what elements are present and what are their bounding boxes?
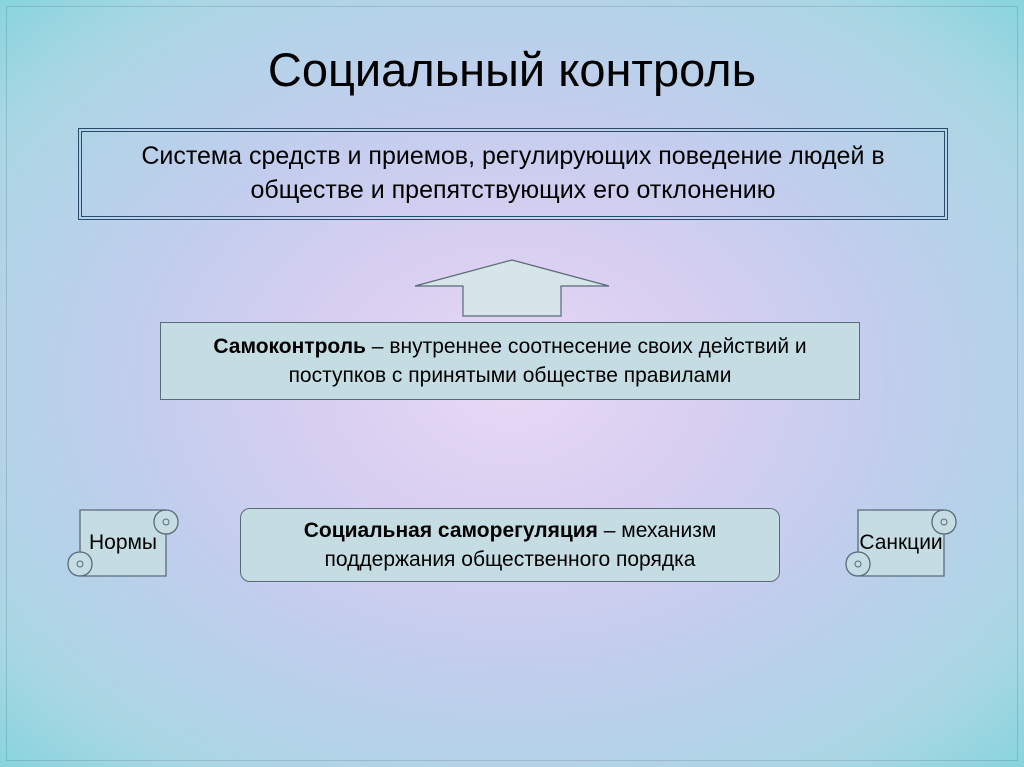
selfcontrol-term: Самоконтроль [213,335,366,358]
selfregulation-text: Социальная саморегуляция – механизм подд… [261,516,759,575]
sanctions-label: Санкции [844,500,958,586]
sanctions-scroll: Санкции [844,500,958,586]
selfregulation-box: Социальная саморегуляция – механизм подд… [240,508,780,582]
norms-scroll: Нормы [66,500,180,586]
definition-box: Система средств и приемов, регулирующих … [78,128,948,220]
slide-content: Социальный контроль Система средств и пр… [0,0,1024,767]
up-arrow-icon [413,258,611,318]
norms-label: Нормы [66,500,180,586]
selfcontrol-box: Самоконтроль – внутреннее соотнесение св… [160,322,860,400]
selfcontrol-text: Самоконтроль – внутреннее соотнесение св… [185,332,835,391]
slide-title: Социальный контроль [0,42,1024,97]
definition-text: Система средств и приемов, регулирующих … [100,140,926,208]
selfcontrol-rest: – внутреннее соотнесение своих действий … [289,335,807,387]
selfregulation-term: Социальная саморегуляция [304,519,598,542]
